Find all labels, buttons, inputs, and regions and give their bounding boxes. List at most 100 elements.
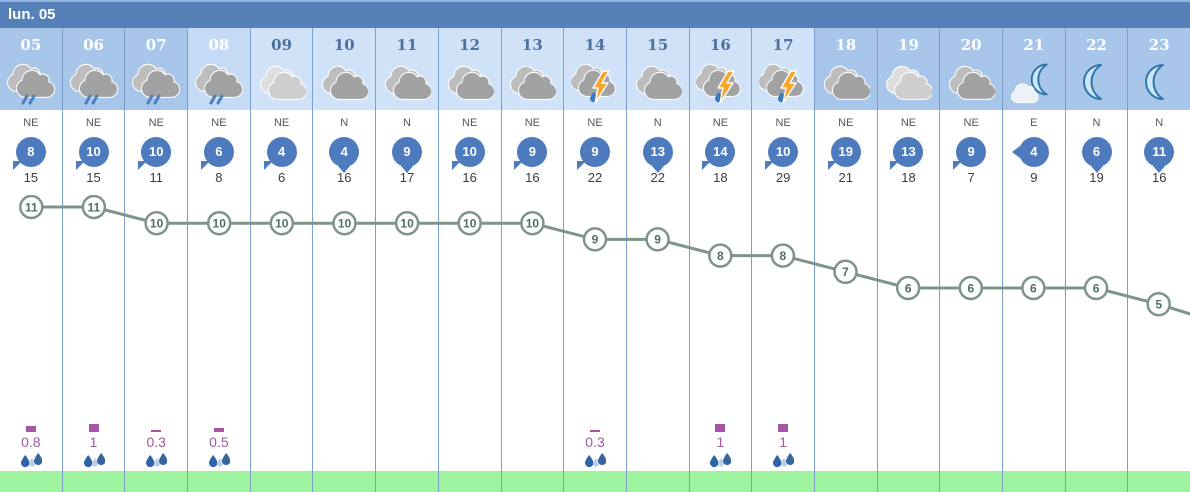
wind-speed-badge: 8 bbox=[12, 137, 46, 170]
wind-arrow-icon bbox=[12, 161, 22, 170]
hour-column-header: 15 bbox=[626, 28, 689, 110]
hour-column-header: 10 bbox=[313, 28, 376, 110]
wind-direction-label: NE bbox=[775, 117, 791, 129]
wind-gust-value: 16 bbox=[525, 170, 540, 185]
hour-column[interactable]: 21 E 4 9 bbox=[1002, 28, 1065, 492]
rain-cloud-icon bbox=[125, 58, 187, 108]
hour-column[interactable]: 17 NE 10 29 1 bbox=[751, 28, 814, 492]
day-label: lun. 05 bbox=[8, 6, 56, 23]
hour-column[interactable]: 12 NE 10 16 bbox=[437, 28, 501, 492]
hour-column[interactable]: 23 N 11 16 bbox=[1127, 28, 1190, 492]
wind-speed-badge: 4 bbox=[263, 137, 297, 170]
wind-speed-badge: 4 bbox=[329, 137, 360, 173]
wind-speed-badge: 4 bbox=[1011, 137, 1049, 167]
wind-direction-label: NE bbox=[900, 117, 917, 129]
hour-column[interactable]: 10 N 4 16 bbox=[312, 28, 376, 492]
wind-direction-label: NE bbox=[85, 117, 102, 129]
wind-section: NE 14 18 bbox=[690, 110, 752, 185]
wind-speed-value: 4 bbox=[340, 144, 348, 159]
wind-gust-value: 16 bbox=[337, 170, 352, 185]
wind-speed-value: 6 bbox=[1092, 144, 1101, 159]
wind-arrow-icon bbox=[1011, 146, 1020, 158]
wind-gust-value: 16 bbox=[462, 170, 477, 185]
raindrops-icon bbox=[584, 451, 607, 468]
wind-gust-value: 22 bbox=[650, 170, 665, 185]
hour-column[interactable]: 06 NE 10 15 1 bbox=[61, 28, 125, 492]
wind-direction-label: E bbox=[1030, 117, 1038, 129]
wind-direction-label: NE bbox=[963, 117, 979, 129]
raindrops-icon bbox=[709, 451, 732, 468]
light-clouds-icon bbox=[878, 58, 940, 108]
hour-label: 08 bbox=[208, 36, 230, 54]
wind-section: N 4 16 bbox=[313, 110, 375, 185]
wind-gust-value: 21 bbox=[838, 170, 854, 185]
wind-gust-value: 29 bbox=[775, 170, 791, 185]
hour-column[interactable]: 18 NE 19 21 bbox=[813, 28, 877, 492]
precipitation-cell: 1 bbox=[690, 416, 752, 468]
chart-spacer bbox=[627, 185, 689, 416]
wind-direction-label: N bbox=[653, 117, 662, 129]
wind-direction-label: N bbox=[402, 117, 411, 129]
chart-spacer bbox=[752, 185, 814, 416]
hour-column[interactable]: 20 NE 9 7 bbox=[939, 28, 1002, 492]
raindrops-icon bbox=[145, 451, 168, 468]
hour-column[interactable]: 08 NE 6 8 0.5 bbox=[187, 28, 250, 492]
hour-column-header: 19 bbox=[877, 28, 940, 110]
wind-section: N 6 19 bbox=[1066, 110, 1128, 185]
hour-column-header: 14 bbox=[564, 28, 626, 110]
hour-label: 19 bbox=[898, 36, 919, 54]
cloudy-icon bbox=[376, 58, 438, 108]
wind-gust-value: 7 bbox=[967, 170, 975, 185]
wind-gust-value: 9 bbox=[1030, 170, 1038, 185]
hour-column-header: 11 bbox=[376, 28, 438, 110]
wind-speed-value: 8 bbox=[27, 144, 35, 159]
wind-section: NE 10 15 bbox=[63, 110, 125, 185]
precipitation-cell: 1 bbox=[752, 416, 814, 468]
wind-speed-value: 11 bbox=[1152, 144, 1167, 159]
chart-spacer bbox=[188, 185, 250, 416]
wind-direction-label: NE bbox=[462, 117, 478, 129]
wind-speed-badge: 6 bbox=[1081, 137, 1112, 173]
hour-column[interactable]: 13 NE 9 16 bbox=[500, 28, 564, 492]
hour-column[interactable]: 16 NE 14 18 1 bbox=[688, 28, 752, 492]
light-clouds-icon bbox=[251, 58, 313, 108]
wind-gust-value: 18 bbox=[713, 170, 728, 185]
raindrops-icon bbox=[772, 451, 795, 468]
hour-column[interactable]: 15 N 13 22 bbox=[625, 28, 689, 492]
hour-column-header: 05 bbox=[0, 28, 62, 110]
hour-column[interactable]: 07 NE 10 11 0.3 bbox=[124, 28, 188, 492]
precipitation-bar bbox=[715, 424, 726, 432]
hour-column[interactable]: 11 N 9 17 bbox=[375, 28, 438, 492]
hour-label: 14 bbox=[584, 36, 606, 54]
hour-column[interactable]: 19 NE 13 18 bbox=[876, 28, 940, 492]
wind-direction-label: NE bbox=[148, 117, 164, 129]
wind-direction-label: NE bbox=[587, 117, 603, 129]
wind-arrow-icon bbox=[200, 161, 210, 170]
chart-spacer bbox=[313, 185, 375, 416]
hour-column[interactable]: 14 NE 9 22 0.3 bbox=[563, 28, 626, 492]
wind-direction-label: N bbox=[1155, 117, 1164, 129]
wind-speed-value: 10 bbox=[462, 144, 477, 159]
wind-direction-label: NE bbox=[23, 117, 39, 129]
wind-section: NE 10 16 bbox=[439, 110, 501, 185]
hour-column[interactable]: 05 NE 8 15 0.8 bbox=[0, 28, 62, 492]
chart-spacer bbox=[690, 185, 752, 416]
day-header[interactable]: lun. 05 bbox=[0, 0, 1190, 28]
chart-spacer bbox=[63, 185, 125, 416]
wind-arrow-icon bbox=[651, 166, 664, 173]
hour-column[interactable]: 09 NE 4 6 bbox=[249, 28, 313, 492]
hour-column[interactable]: 22 N 6 19 bbox=[1064, 28, 1128, 492]
wind-gust-value: 15 bbox=[23, 170, 39, 185]
wind-direction-label: NE bbox=[524, 117, 540, 129]
wind-section: N 13 22 bbox=[627, 110, 689, 185]
precipitation-bar bbox=[778, 424, 789, 432]
wind-arrow-icon bbox=[451, 161, 461, 170]
precipitation-cell: 0.8 bbox=[0, 416, 62, 468]
precipitation-bar bbox=[88, 424, 99, 432]
hour-label: 22 bbox=[1086, 36, 1107, 54]
hour-column-header: 18 bbox=[814, 28, 877, 110]
wind-section: N 9 17 bbox=[376, 110, 438, 185]
wind-section: NE 10 11 bbox=[125, 110, 187, 185]
wind-gust-value: 15 bbox=[86, 170, 101, 185]
